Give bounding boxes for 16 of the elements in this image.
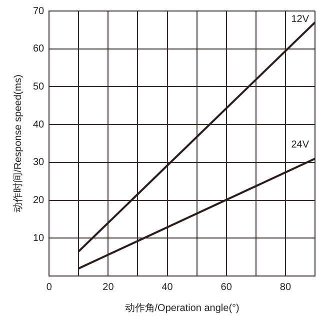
x-tick-label: 60 [220, 282, 232, 293]
y-tick-label: 70 [33, 6, 45, 17]
y-tick-label: 10 [33, 232, 45, 244]
y-tick-label: 20 [33, 195, 45, 206]
series-label: 24V [291, 139, 310, 150]
x-tick-label: 0 [46, 282, 52, 293]
y-tick-label: 60 [33, 44, 45, 55]
x-axis-title: 动作角/Operation angle(°) [124, 302, 240, 314]
series-label: 12V [291, 14, 310, 25]
x-tick-label: 40 [162, 282, 174, 293]
y-axis-title: 动作时间/Response speed(ms) [12, 74, 24, 212]
y-tick-label: 30 [33, 157, 45, 168]
y-tick-label: 50 [33, 81, 45, 92]
x-tick-label: 20 [102, 282, 114, 293]
y-tick-label: 40 [33, 119, 45, 130]
x-tick-label: 80 [280, 282, 292, 293]
